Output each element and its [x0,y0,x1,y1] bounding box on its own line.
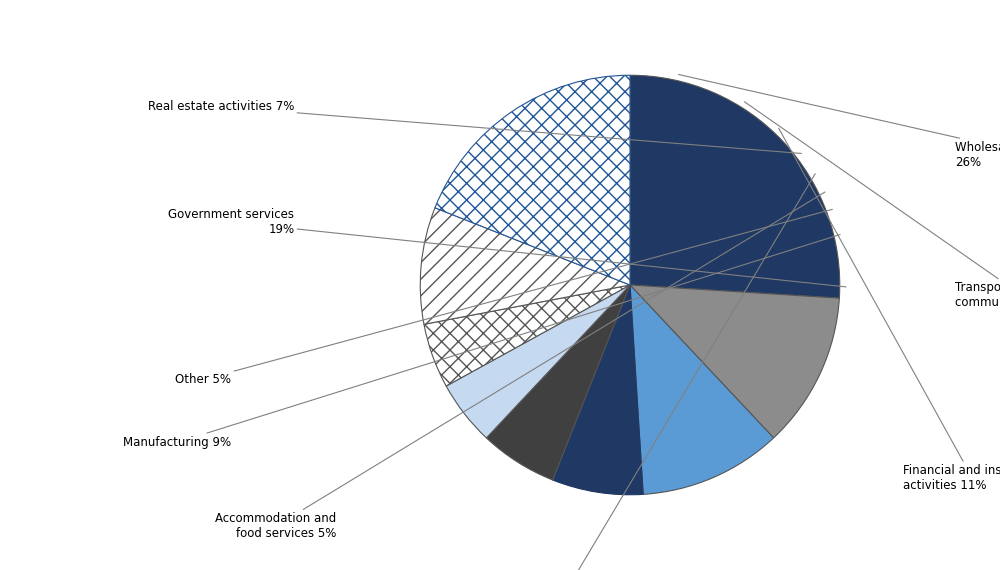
Text: Wholesale and retail trade
26%: Wholesale and retail trade 26% [679,75,1000,169]
Wedge shape [435,75,630,285]
Wedge shape [630,285,839,438]
Text: Accommodation and
food services 5%: Accommodation and food services 5% [215,192,825,540]
Text: Manufacturing 9%: Manufacturing 9% [123,235,840,449]
Text: Real estate activities 7%: Real estate activities 7% [148,100,801,153]
Text: Government services
19%: Government services 19% [168,208,846,287]
Wedge shape [424,285,630,386]
Wedge shape [553,285,643,495]
Text: Other 5%: Other 5% [175,209,832,386]
Text: Transport, storage and
communications 12%: Transport, storage and communications 12… [744,102,1000,310]
Wedge shape [446,285,630,438]
Wedge shape [630,75,840,298]
Wedge shape [630,285,774,494]
Wedge shape [486,285,630,480]
Wedge shape [420,208,630,324]
Text: Financial and insurance
activities 11%: Financial and insurance activities 11% [779,128,1000,492]
Text: Construction 6%: Construction 6% [518,174,815,570]
